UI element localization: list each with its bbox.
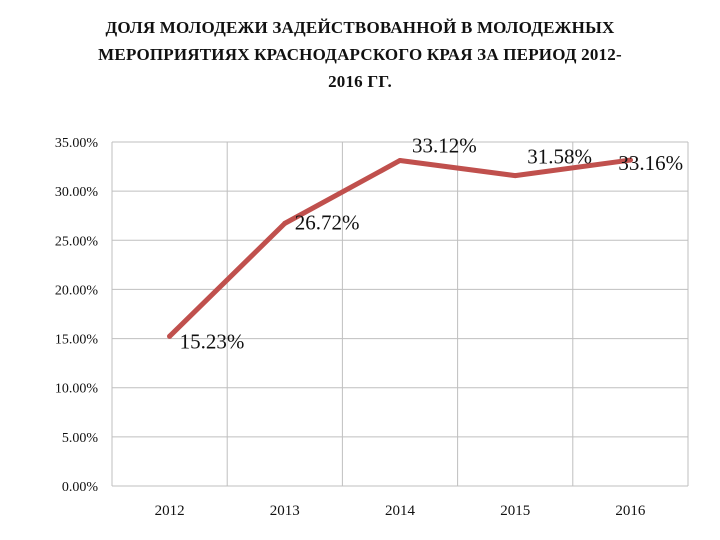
data-point — [627, 157, 633, 163]
y-tick-label: 20.00% — [55, 283, 99, 298]
y-tick-label: 30.00% — [55, 185, 99, 200]
chart-title-line-1: ДОЛЯ МОЛОДЕЖИ ЗАДЕЙСТВОВАННОЙ В МОЛОДЕЖН… — [105, 18, 615, 37]
y-tick-label: 35.00% — [55, 136, 99, 151]
data-point — [167, 333, 173, 339]
y-tick-label: 5.00% — [62, 431, 99, 446]
x-tick-label: 2012 — [155, 503, 185, 519]
x-tick-label: 2016 — [615, 503, 646, 519]
x-tick-label: 2015 — [500, 503, 530, 519]
y-tick-label: 10.00% — [55, 382, 99, 397]
data-label: 31.58% — [527, 145, 592, 169]
chart-title-line-3: 2016 ГГ. — [328, 72, 392, 91]
data-point — [512, 173, 518, 179]
data-label: 33.16% — [618, 151, 683, 175]
series-line — [167, 157, 633, 339]
chart-title: ДОЛЯ МОЛОДЕЖИ ЗАДЕЙСТВОВАННОЙ В МОЛОДЕЖН… — [40, 14, 680, 95]
y-tick-label: 0.00% — [62, 480, 99, 495]
data-point — [282, 220, 288, 226]
x-tick-label: 2013 — [270, 503, 300, 519]
x-tick-label: 2014 — [385, 503, 416, 519]
data-point — [397, 157, 403, 163]
data-label: 15.23% — [180, 329, 245, 353]
chart-title-line-2: МЕРОПРИЯТИЯХ КРАСНОДАРСКОГО КРАЯ ЗА ПЕРИ… — [98, 45, 622, 64]
y-tick-label: 25.00% — [55, 234, 99, 249]
data-label: 26.72% — [295, 210, 360, 234]
y-tick-label: 15.00% — [55, 333, 99, 348]
data-label: 33.12% — [412, 133, 477, 157]
